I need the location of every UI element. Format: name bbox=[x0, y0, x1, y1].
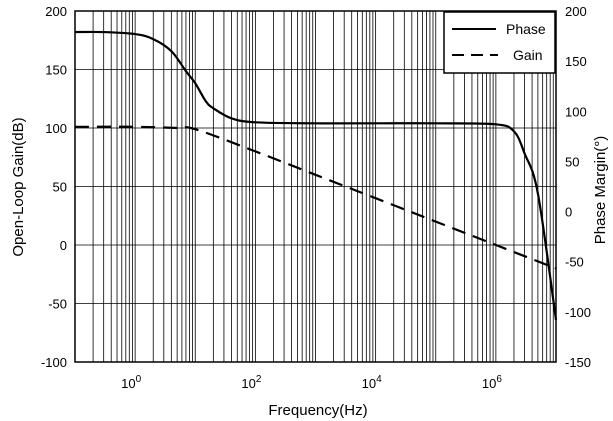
x-tick-label: 104 bbox=[362, 374, 382, 391]
legend-box bbox=[443, 11, 556, 74]
left-axis-ticks: 200 150 100 50 0 -50 -100 bbox=[41, 4, 67, 370]
series-layer bbox=[74, 30, 558, 321]
right-tick-label: 100 bbox=[565, 104, 587, 119]
right-axis-ticks: 200 150 100 50 0 -50 -100 -150 bbox=[565, 4, 591, 370]
x-tick-exponent: 6 bbox=[496, 374, 502, 385]
x-axis-ticks: 100 102 104 106 bbox=[121, 374, 502, 391]
plot-frame bbox=[74, 10, 557, 363]
x-tick-exponent: 4 bbox=[376, 374, 382, 385]
x-tick-label: 102 bbox=[241, 374, 261, 391]
right-tick-label: -100 bbox=[565, 305, 591, 320]
legend-label-gain: Gain bbox=[513, 47, 543, 63]
right-tick-label: 150 bbox=[565, 54, 587, 69]
left-tick-label: 50 bbox=[53, 180, 67, 195]
x-tick-exponent: 0 bbox=[136, 374, 142, 385]
right-tick-label: 50 bbox=[565, 154, 579, 169]
series-line-gain bbox=[74, 125, 557, 270]
right-tick-label: 0 bbox=[565, 205, 572, 220]
series-line-phase bbox=[74, 30, 558, 321]
left-tick-label: 0 bbox=[60, 238, 67, 253]
left-tick-label: 150 bbox=[45, 63, 67, 78]
right-tick-label: 200 bbox=[565, 4, 587, 19]
x-tick-label: 106 bbox=[482, 374, 502, 391]
left-axis-label: Open-Loop Gain(dB) bbox=[10, 117, 27, 256]
right-tick-label: -50 bbox=[565, 255, 584, 270]
x-tick-label: 100 bbox=[121, 374, 141, 391]
left-tick-label: -50 bbox=[48, 297, 67, 312]
left-tick-label: -100 bbox=[41, 355, 67, 370]
left-tick-label: 100 bbox=[45, 121, 67, 136]
legend-label-phase: Phase bbox=[506, 21, 546, 37]
right-tick-label: -150 bbox=[565, 355, 591, 370]
right-axis-label: Phase Margin(°) bbox=[592, 136, 609, 245]
x-axis-label: Frequency(Hz) bbox=[268, 402, 367, 419]
left-tick-label: 200 bbox=[45, 4, 67, 19]
legend: Phase Gain bbox=[443, 11, 556, 74]
x-tick-exponent: 2 bbox=[256, 374, 262, 385]
